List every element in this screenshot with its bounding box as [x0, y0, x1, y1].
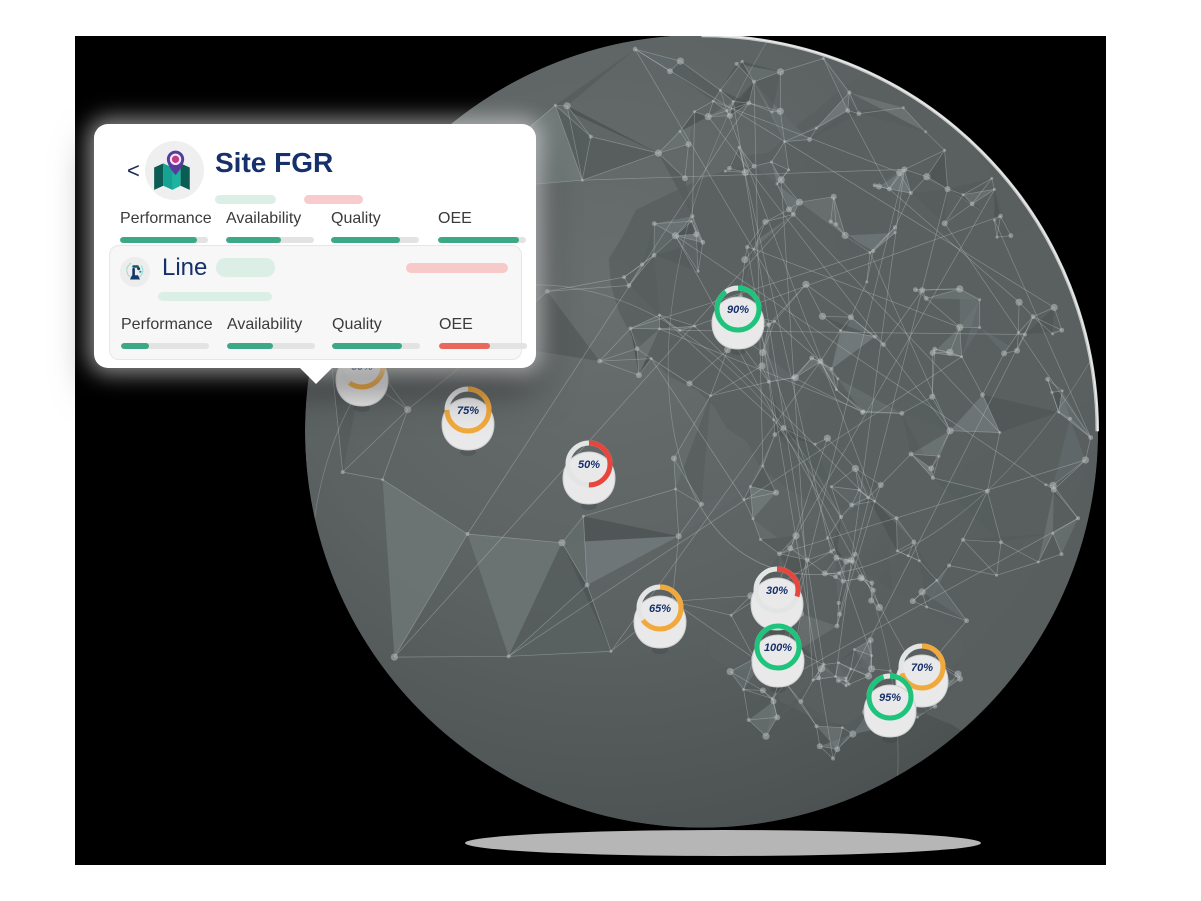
svg-text:90%: 90%	[727, 304, 749, 316]
svg-text:50%: 50%	[578, 459, 600, 471]
svg-text:100%: 100%	[764, 642, 792, 654]
svg-text:70%: 70%	[911, 662, 933, 674]
svg-text:95%: 95%	[879, 692, 901, 704]
svg-text:65%: 65%	[649, 603, 671, 615]
svg-text:30%: 30%	[766, 585, 788, 597]
svg-text:75%: 75%	[457, 405, 479, 417]
